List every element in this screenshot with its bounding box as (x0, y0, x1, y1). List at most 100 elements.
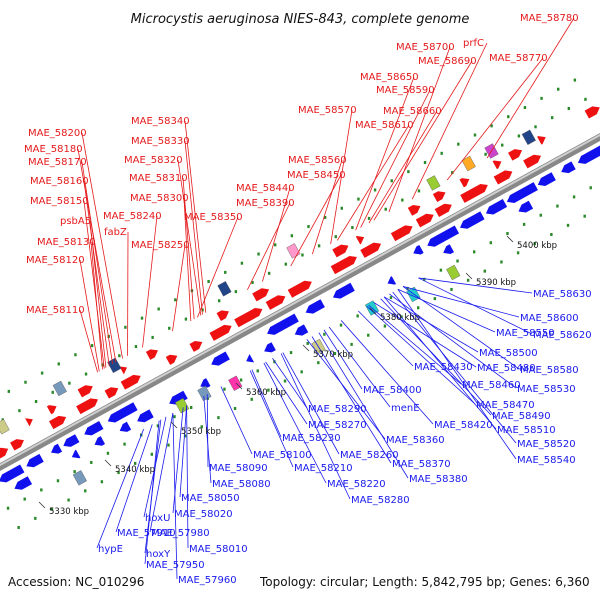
scale-tick-mark (235, 382, 243, 390)
label-leader-line (366, 305, 476, 405)
forward-gene-label: MAE_58250 (131, 240, 190, 251)
label-leader-line (184, 140, 203, 315)
label-leader-line (79, 259, 100, 372)
reverse-gene-label: MAE_58090 (209, 463, 268, 474)
forward-gene-arrow (234, 307, 263, 328)
track-dot (123, 442, 126, 446)
track-dot (106, 451, 110, 455)
track-dot (433, 297, 437, 301)
forward-gene-arrow (459, 178, 470, 188)
track-dot (550, 116, 554, 120)
forward-gene-arrow (460, 183, 488, 203)
track-dot (539, 213, 542, 217)
track-dot (339, 323, 343, 327)
label-leader-line (182, 177, 195, 320)
track-dot (534, 125, 537, 129)
track-dot (373, 188, 377, 192)
accession-label: Accession: NC_010296 (8, 575, 144, 589)
scale-tick-mark (170, 421, 178, 429)
label-leader-line (311, 159, 343, 255)
forward-gene-arrow (119, 366, 128, 375)
track-dot (550, 232, 553, 236)
reverse-gene-arrow (200, 378, 211, 388)
reverse-gene-label: MAE_58100 (253, 450, 312, 461)
track-dot (183, 434, 187, 438)
track-dot (290, 234, 294, 238)
reverse-gene-label: MAE_58480 (477, 363, 536, 374)
reverse-gene-arrow (51, 443, 63, 454)
genome-summary: Topology: circular; Length: 5,842,795 bp… (259, 575, 590, 589)
scale-tick-mark (465, 272, 473, 280)
reverse-gene-arrow (14, 476, 33, 490)
track-dot (300, 370, 303, 374)
track-dot (516, 251, 520, 255)
forward-gene-arrow (25, 418, 33, 427)
reverse-gene-arrow (71, 449, 81, 459)
track-dot (390, 179, 393, 183)
misc-feature-box (197, 385, 212, 402)
forward-gene-label: fabZ (104, 227, 127, 238)
misc-feature-box (426, 175, 441, 191)
label-leader-line (340, 320, 434, 425)
misc-feature-box (107, 357, 122, 374)
reverse-gene-label: MAE_58550 (496, 328, 555, 339)
forward-gene-arrow (432, 191, 446, 202)
reverse-gene-arrow (246, 354, 254, 363)
track-dot (500, 260, 503, 264)
track-dot (489, 241, 493, 245)
reverse-gene-label: MAE_57950 (146, 560, 205, 571)
track-dot (389, 296, 393, 300)
track-dot (317, 361, 320, 365)
reverse-gene-label: MAE_58370 (392, 459, 451, 470)
forward-gene-label: MAE_58300 (130, 193, 189, 204)
label-leader-line (206, 394, 209, 468)
track-dot (450, 287, 453, 291)
track-dot (407, 170, 410, 174)
track-dot (416, 306, 420, 310)
reverse-gene-label: MAE_58010 (189, 544, 248, 555)
track-dot (223, 387, 226, 391)
misc-feature-box (228, 375, 243, 391)
label-leader-line (197, 216, 239, 318)
label-leader-line (388, 46, 451, 213)
track-dot (17, 526, 20, 530)
reverse-gene-label: MAE_58210 (294, 463, 353, 474)
scale-tick-label: 5340 kbp (115, 465, 155, 475)
track-dot (522, 222, 526, 226)
track-dot (472, 250, 476, 254)
forward-gene-label: MAE_58180 (24, 144, 83, 155)
track-dot (456, 259, 459, 263)
forward-gene-arrow (434, 203, 452, 217)
scale-tick-label: 5360 kbp (246, 388, 286, 398)
misc-feature-box (72, 470, 87, 486)
track-dot (317, 244, 321, 248)
track-dot (150, 452, 154, 456)
track-dot (273, 243, 277, 247)
track-dot (267, 271, 271, 275)
forward-gene-label: MAE_58120 (26, 255, 85, 266)
track-dot (306, 341, 309, 345)
track-dot (490, 124, 493, 128)
forward-gene-label: psbA5 (60, 216, 91, 227)
forward-gene-arrow (252, 288, 270, 302)
misc-feature-box (175, 397, 190, 414)
track-dot (118, 354, 121, 358)
misc-feature-box (286, 243, 301, 259)
label-leader-line (411, 42, 488, 200)
label-leader-line (149, 412, 174, 533)
track-dot (423, 160, 427, 164)
track-dot (90, 344, 94, 348)
reverse-gene-arrow (413, 244, 424, 255)
label-leader-line (397, 289, 517, 460)
forward-gene-label: MAE_58240 (103, 211, 162, 222)
track-dot (51, 390, 54, 394)
track-dot (473, 133, 477, 137)
track-dot (7, 389, 11, 393)
track-dot (74, 353, 77, 357)
forward-gene-label: MAE_58590 (376, 85, 435, 96)
track-dot (84, 489, 87, 493)
label-leader-line (263, 362, 327, 484)
reverse-gene-arrow (267, 313, 299, 335)
